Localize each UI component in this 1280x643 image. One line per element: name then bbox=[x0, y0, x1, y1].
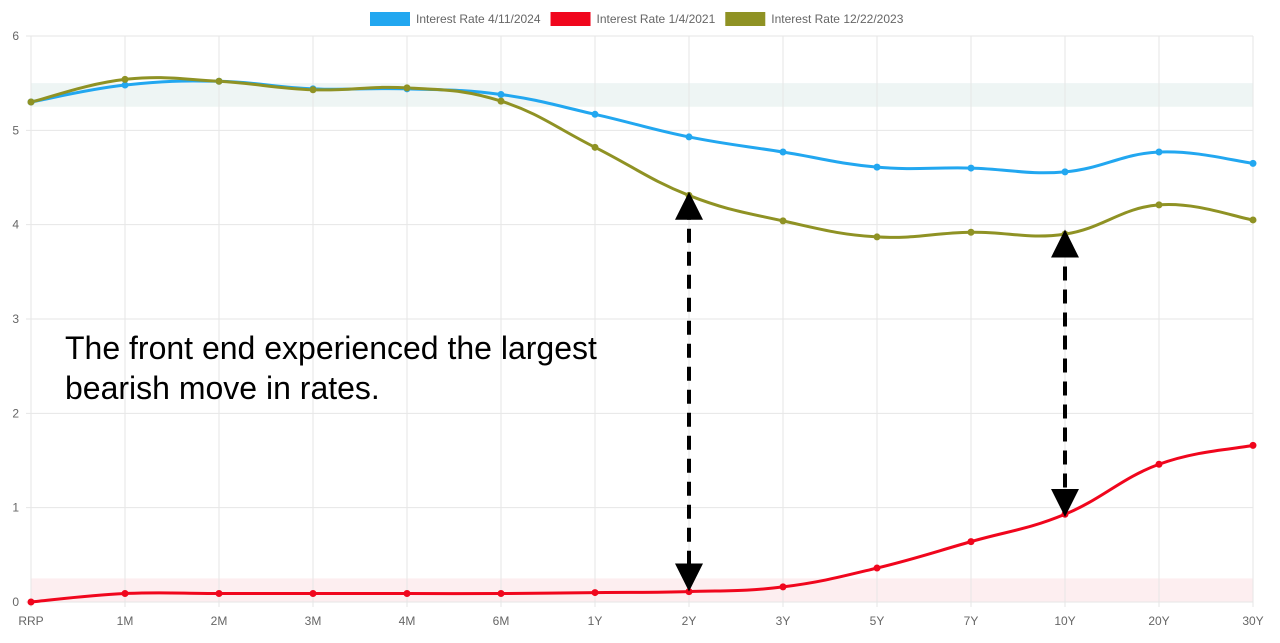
data-point bbox=[873, 564, 881, 572]
data-point bbox=[27, 598, 35, 606]
data-point bbox=[27, 98, 35, 106]
x-tick-label: 3M bbox=[305, 614, 322, 628]
x-tick-label: 6M bbox=[493, 614, 510, 628]
highlight-band-1 bbox=[31, 578, 1253, 602]
data-point bbox=[873, 233, 881, 241]
highlight-band-0 bbox=[31, 83, 1253, 107]
data-point bbox=[309, 590, 317, 598]
annotation-line-2: bearish move in rates. bbox=[65, 370, 380, 406]
data-point bbox=[1249, 216, 1257, 224]
data-point bbox=[1061, 510, 1069, 518]
y-tick-label: 6 bbox=[12, 29, 19, 43]
x-tick-label: 30Y bbox=[1242, 614, 1263, 628]
data-point bbox=[121, 81, 129, 89]
x-tick-label: 1M bbox=[117, 614, 134, 628]
x-tick-label: 4M bbox=[399, 614, 416, 628]
data-point bbox=[1155, 148, 1163, 156]
data-point bbox=[497, 90, 505, 98]
legend-swatch-0 bbox=[370, 12, 410, 26]
data-point bbox=[403, 84, 411, 92]
x-tick-label: 2M bbox=[211, 614, 228, 628]
x-tick-label: 10Y bbox=[1054, 614, 1075, 628]
data-point bbox=[685, 191, 693, 199]
x-tick-label: RRP bbox=[18, 614, 43, 628]
data-point bbox=[779, 217, 787, 225]
y-tick-label: 4 bbox=[12, 218, 19, 232]
data-point bbox=[967, 164, 975, 172]
data-point bbox=[685, 588, 693, 596]
data-point bbox=[1249, 159, 1257, 167]
data-point bbox=[967, 538, 975, 546]
data-point bbox=[591, 110, 599, 118]
x-tick-label: 1Y bbox=[588, 614, 603, 628]
y-tick-label: 0 bbox=[12, 595, 19, 609]
data-point bbox=[967, 228, 975, 236]
data-point bbox=[309, 86, 317, 94]
data-point bbox=[1061, 230, 1069, 238]
legend-label-2: Interest Rate 12/22/2023 bbox=[771, 12, 903, 26]
legend-swatch-1 bbox=[550, 12, 591, 26]
y-tick-label: 5 bbox=[12, 123, 19, 137]
chart-annotation: The front end experienced the largest be… bbox=[65, 328, 665, 408]
x-tick-label: 5Y bbox=[870, 614, 885, 628]
data-point bbox=[591, 589, 599, 597]
data-point bbox=[779, 148, 787, 156]
data-point bbox=[591, 143, 599, 151]
legend-label-1: Interest Rate 1/4/2021 bbox=[597, 12, 716, 26]
x-tick-label: 2Y bbox=[682, 614, 697, 628]
data-point bbox=[1249, 441, 1257, 449]
data-point bbox=[1155, 201, 1163, 209]
annotation-line-1: The front end experienced the largest bbox=[65, 330, 597, 366]
data-point bbox=[685, 133, 693, 141]
data-point bbox=[121, 75, 129, 83]
data-point bbox=[873, 163, 881, 171]
data-point bbox=[497, 590, 505, 598]
x-tick-label: 20Y bbox=[1148, 614, 1169, 628]
data-point bbox=[121, 590, 129, 598]
data-point bbox=[497, 97, 505, 105]
x-tick-label: 3Y bbox=[776, 614, 791, 628]
legend-label-0: Interest Rate 4/11/2024 bbox=[416, 12, 541, 26]
data-point bbox=[779, 583, 787, 591]
data-point bbox=[215, 590, 223, 598]
y-tick-label: 1 bbox=[12, 501, 19, 515]
y-tick-label: 2 bbox=[12, 406, 19, 420]
legend-swatch-2 bbox=[725, 12, 766, 26]
x-tick-label: 7Y bbox=[964, 614, 979, 628]
data-point bbox=[215, 77, 223, 85]
y-tick-label: 3 bbox=[12, 312, 19, 326]
data-point bbox=[1155, 460, 1163, 468]
data-point bbox=[1061, 168, 1069, 176]
data-point bbox=[403, 590, 411, 598]
